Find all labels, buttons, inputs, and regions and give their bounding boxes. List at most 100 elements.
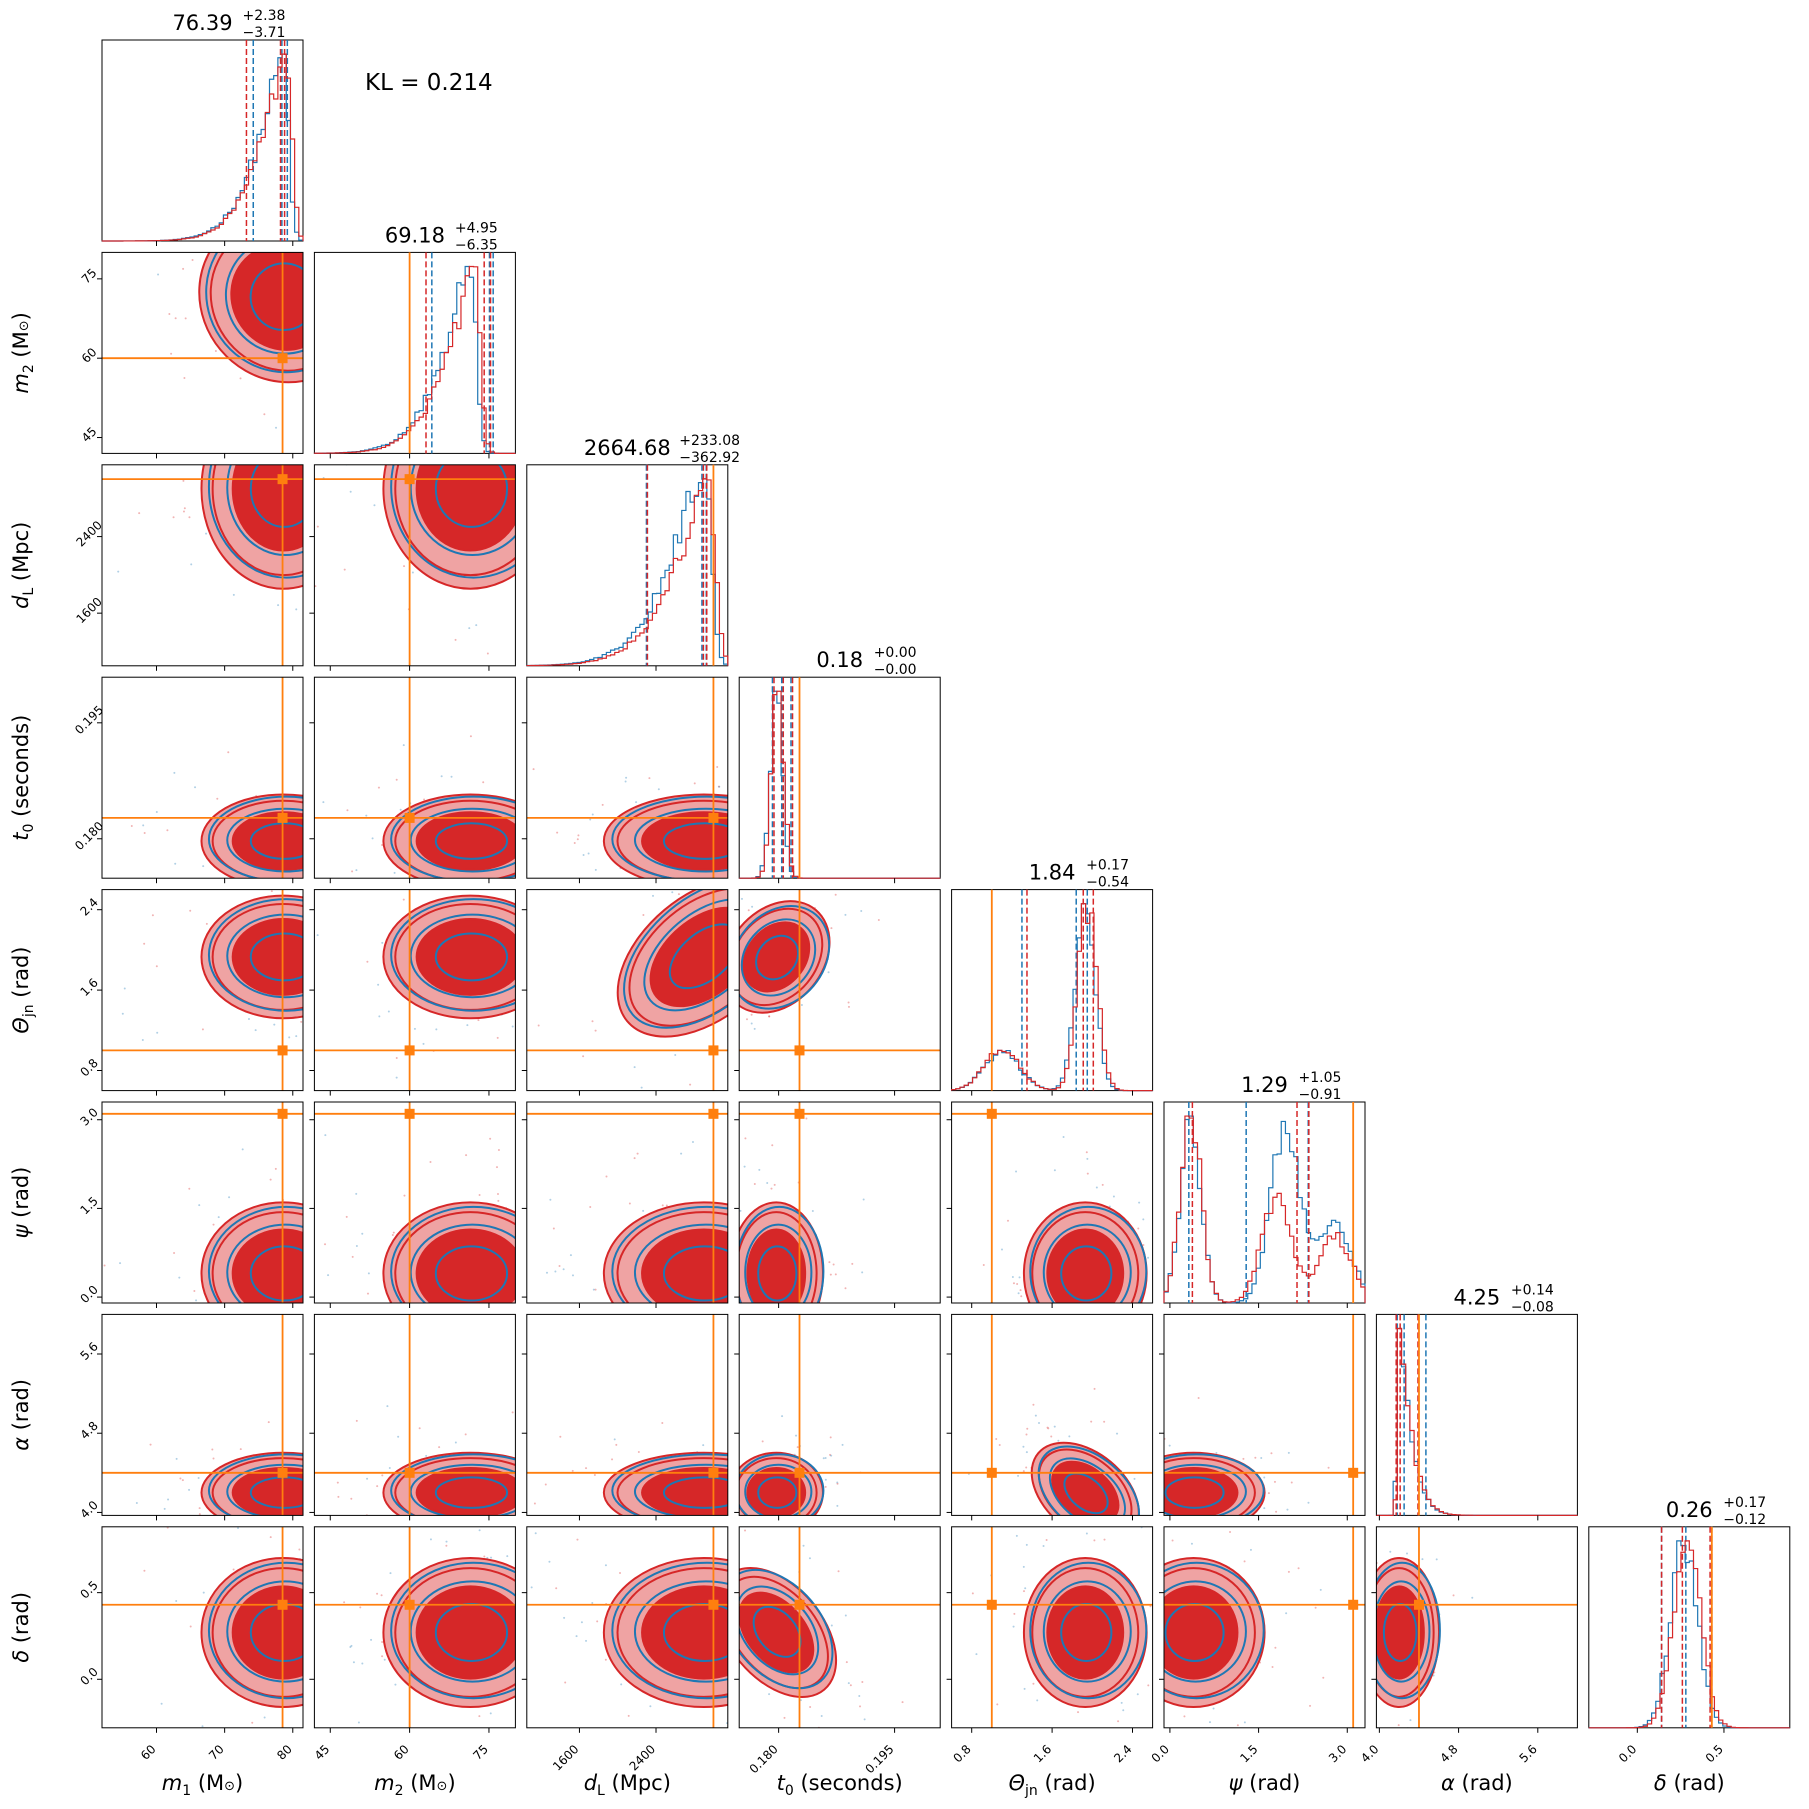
sample-point [381, 843, 384, 846]
sample-point [594, 868, 597, 871]
sample-point [734, 1321, 736, 1323]
sample-point [972, 1308, 974, 1310]
injection-marker [708, 1599, 719, 1610]
sample-point [611, 1458, 614, 1461]
sample-point [642, 1209, 645, 1212]
sample-point [671, 891, 674, 894]
sample-point [649, 1705, 652, 1708]
sample-point [1015, 1170, 1018, 1173]
sample-point [489, 1137, 492, 1140]
sample-point [1408, 1787, 1410, 1789]
sample-point [367, 1272, 370, 1275]
sample-point [1297, 1567, 1300, 1570]
panel-frame [101, 39, 304, 242]
sample-point [517, 1468, 519, 1470]
contour-blue-mid [409, 807, 516, 873]
panel-frame [526, 676, 729, 879]
panel-frame [313, 1101, 516, 1304]
sample-point [808, 1557, 811, 1560]
sample-point [830, 1454, 833, 1457]
sample-point [1197, 1397, 1200, 1400]
sample-point [766, 1306, 768, 1308]
sample-point [734, 962, 736, 964]
sample-point [571, 1469, 574, 1472]
sample-point [1093, 1522, 1095, 1524]
sample-point [828, 1261, 831, 1264]
sample-point [445, 1540, 448, 1543]
sample-point [1019, 1289, 1022, 1292]
sample-point [580, 1621, 583, 1624]
sample-point [1095, 1186, 1098, 1189]
injection-marker [404, 1599, 415, 1610]
sample-point [556, 831, 559, 834]
sample-point [173, 1252, 176, 1255]
contour-blue-mid [226, 1463, 303, 1516]
sample-point [691, 1140, 694, 1143]
sample-point [555, 1587, 558, 1590]
sample-point [1138, 1520, 1140, 1522]
sample-point [155, 810, 158, 813]
x-tick-label: 60 [391, 1742, 412, 1763]
sample-point [143, 1569, 146, 1572]
sample-point [156, 1031, 159, 1034]
contour-dL-delta [526, 1526, 733, 1729]
sample-point [212, 1223, 215, 1226]
sample-point [729, 1565, 731, 1567]
sample-point [1091, 1744, 1093, 1746]
sample-point [316, 879, 318, 881]
posterior-plus: +0.00 [874, 645, 917, 661]
sample-point [267, 1421, 270, 1424]
sample-point [750, 1022, 753, 1025]
sample-point [355, 887, 357, 889]
contour-layer [102, 1314, 303, 1516]
sample-point [1103, 1538, 1106, 1541]
sample-point [429, 1160, 432, 1163]
sample-point [829, 1453, 832, 1456]
axis-label-alpha: α (rad) [9, 1379, 33, 1451]
sample-point [336, 1481, 339, 1484]
sample-point [744, 1529, 747, 1532]
injection-marker [708, 812, 719, 823]
axis-label-m2: m2 (M⊙) [374, 1771, 456, 1799]
contour-inner [1051, 1460, 1120, 1516]
sample-point [181, 1479, 184, 1482]
contour-psi-alpha [1138, 1313, 1366, 1522]
sample-point [413, 1027, 416, 1030]
sample-point [657, 788, 660, 791]
sample-point [737, 1498, 739, 1500]
sample-point [305, 923, 307, 925]
sample-point [1068, 1524, 1070, 1526]
contour-blue-inner [755, 934, 800, 981]
sample-point [731, 1644, 733, 1646]
sample-point [827, 971, 830, 974]
kl-annotation: KL = 0.214 [365, 70, 493, 96]
contour-mid [1038, 1448, 1133, 1516]
sample-point [1423, 1738, 1425, 1740]
injection-marker [1348, 1599, 1359, 1610]
sample-point [1271, 1665, 1274, 1668]
sample-point [1086, 1157, 1089, 1160]
sample-point [438, 1446, 441, 1449]
sample-point [239, 377, 242, 380]
sample-point [269, 884, 271, 886]
sample-point [849, 1684, 852, 1687]
sample-point [633, 1066, 636, 1069]
panel-frame [101, 464, 304, 667]
sample-point [733, 1213, 735, 1215]
sample-point [772, 878, 774, 880]
sample-point [769, 887, 771, 889]
axis-label-alpha: α (rad) [1441, 1771, 1513, 1795]
panel-frame [1163, 1526, 1366, 1729]
contour-blue-mid [633, 1463, 728, 1516]
sample-point [206, 454, 208, 456]
sample-point [309, 1610, 311, 1612]
x-tick-label: 4.0 [1358, 1742, 1381, 1765]
contour-mid [616, 799, 728, 879]
sample-point [1363, 1518, 1365, 1520]
sample-point [1101, 1183, 1104, 1186]
sample-point [205, 532, 208, 535]
sample-point [346, 809, 349, 812]
sample-point [247, 1017, 250, 1020]
x-tick-label: 0.8 [950, 1742, 973, 1765]
contour-blue-outer [390, 795, 516, 879]
